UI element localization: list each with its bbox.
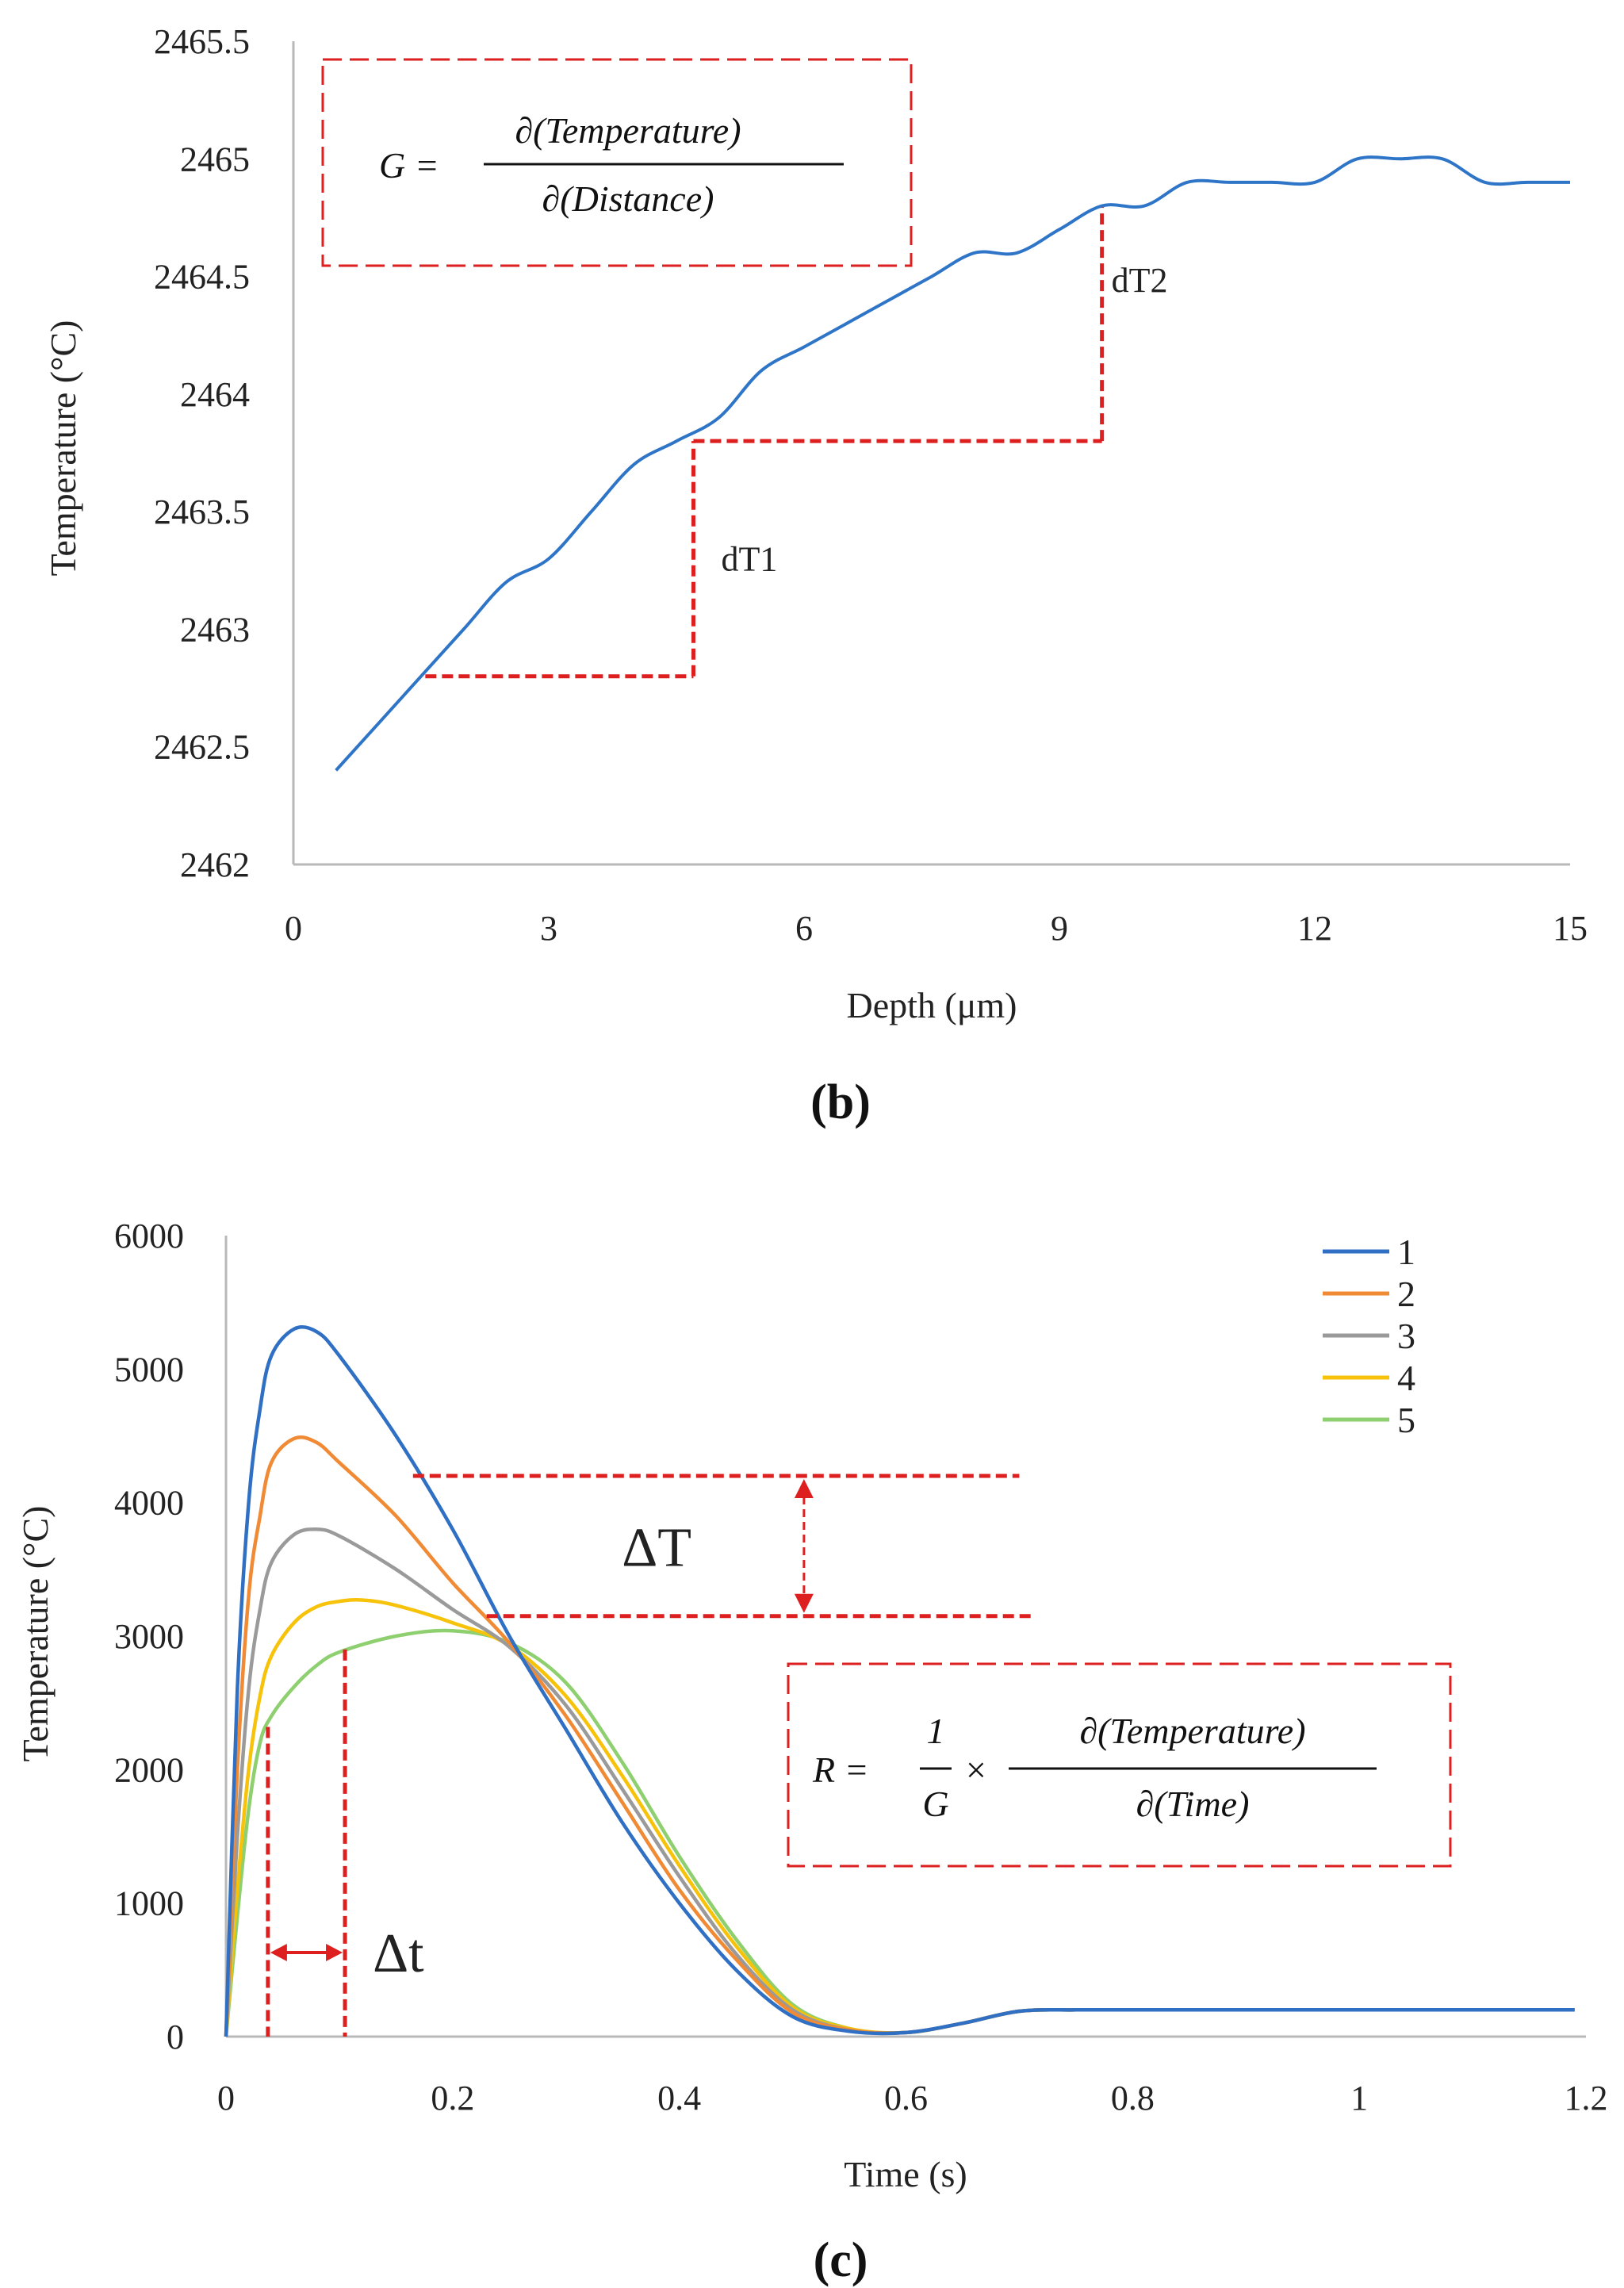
c-series-lines: [224, 1324, 1575, 2037]
b-y-tick-label: 2462.5: [154, 728, 250, 767]
b-y-tick-labels: 2462 2462.5 2463 2463.5 2464 2464.5 2465 2465.5: [154, 22, 250, 884]
b-y-tick-label: 2464.5: [154, 258, 250, 297]
c-deltaT-arrowhead-top: [794, 1479, 814, 1498]
b-x-axis-title: Depth (μm): [847, 985, 1017, 1025]
c-label-deltaT: ΔT: [622, 1517, 691, 1578]
b-formula-numerator: ∂(Temperature): [515, 110, 741, 151]
c-x-tick-label: 0.8: [1111, 2079, 1155, 2117]
c-legend-label-1: 1: [1397, 1232, 1415, 1272]
b-series-line-temperature: [335, 155, 1570, 772]
b-y-tick-label: 2465.5: [154, 22, 250, 61]
b-formula-denominator: ∂(Distance): [542, 178, 714, 219]
c-formula-lhs: R =: [812, 1750, 869, 1790]
b-y-tick-label: 2463: [180, 610, 250, 649]
b-x-tick-label: 3: [540, 909, 557, 948]
b-panel-label: (b): [810, 1075, 871, 1129]
c-x-tick-label: 1: [1350, 2079, 1368, 2117]
c-x-tick-labels: 0 0.2 0.4 0.6 0.8 1 1.2: [217, 2079, 1608, 2117]
b-x-tick-label: 15: [1553, 909, 1588, 948]
b-x-tick-labels: 0 3 6 9 12 15: [285, 909, 1588, 948]
c-formula-frac-denominator: G: [922, 1784, 948, 1824]
c-deltaT-arrowhead-bottom: [794, 1593, 814, 1613]
c-formula-numerator: ∂(Temperature): [1079, 1711, 1305, 1751]
c-y-axis-title: Temperature (°C): [15, 1506, 56, 1762]
c-legend-label-3: 3: [1397, 1316, 1415, 1356]
c-series-line-1: [224, 1324, 1575, 2037]
c-deltat-arrowhead-right: [326, 1943, 343, 1961]
c-legend-label-5: 5: [1397, 1400, 1415, 1440]
c-deltat-arrowhead-left: [270, 1943, 287, 1961]
c-y-tick-label: 1000: [114, 1884, 184, 1923]
c-formula-times: ×: [963, 1750, 988, 1790]
c-series-line-5: [224, 1628, 1575, 2037]
b-y-tick-label: 2462: [180, 845, 250, 884]
b-dt-steps: [425, 205, 1105, 679]
c-formula-box: [787, 1662, 1452, 1868]
b-y-tick-label: 2464: [180, 375, 250, 414]
c-x-tick-label: 0: [217, 2079, 235, 2117]
c-x-tick-label: 0.6: [884, 2079, 928, 2117]
b-x-tick-label: 6: [795, 909, 813, 948]
b-x-tick-label: 12: [1297, 909, 1332, 948]
c-delta-annotations: [266, 1474, 1031, 2037]
c-series-line-3: [224, 1527, 1575, 2037]
chart-panel-b: 2462 2462.5 2463 2463.5 2464 2464.5 2465 2465.5…: [43, 22, 1588, 1129]
c-legend-label-4: 4: [1397, 1358, 1415, 1398]
chart-panel-c: 0 1000 2000 3000 4000 5000 6000 0 0.2 0.4 0.6 0.8 1…: [15, 1217, 1608, 2287]
c-x-tick-label: 1.2: [1565, 2079, 1608, 2117]
c-panel-label: (c): [814, 2233, 868, 2287]
b-x-tick-label: 0: [285, 909, 302, 948]
c-formula-denominator: ∂(Time): [1136, 1784, 1250, 1824]
c-y-tick-label: 6000: [114, 1217, 184, 1255]
c-y-tick-label: 2000: [114, 1750, 184, 1789]
c-legend-label-2: 2: [1397, 1274, 1415, 1314]
c-y-tick-label: 0: [167, 2018, 184, 2056]
c-y-tick-label: 4000: [114, 1484, 184, 1523]
b-label-dT1: dT1: [721, 539, 777, 578]
c-y-tick-label: 5000: [114, 1350, 184, 1389]
c-x-axis-title: Time (s): [844, 2154, 967, 2194]
c-x-tick-label: 0.2: [431, 2079, 474, 2117]
b-formula-lhs: G =: [379, 145, 439, 186]
b-y-axis-title: Temperature (°C): [43, 320, 83, 577]
b-y-tick-label: 2463.5: [154, 492, 250, 531]
c-y-tick-label: 3000: [114, 1617, 184, 1656]
c-y-tick-labels: 0 1000 2000 3000 4000 5000 6000: [114, 1217, 184, 2056]
c-series-line-4: [224, 1597, 1575, 2037]
c-series-line-2: [224, 1435, 1575, 2037]
c-formula-frac-numerator: 1: [927, 1711, 945, 1751]
c-x-tick-label: 0.4: [657, 2079, 701, 2117]
b-y-tick-label: 2465: [180, 140, 250, 178]
b-formula-box: [321, 58, 913, 267]
b-label-dT2: dT2: [1112, 261, 1168, 300]
c-label-deltat: Δt: [373, 1923, 424, 1984]
b-x-tick-label: 9: [1051, 909, 1068, 948]
